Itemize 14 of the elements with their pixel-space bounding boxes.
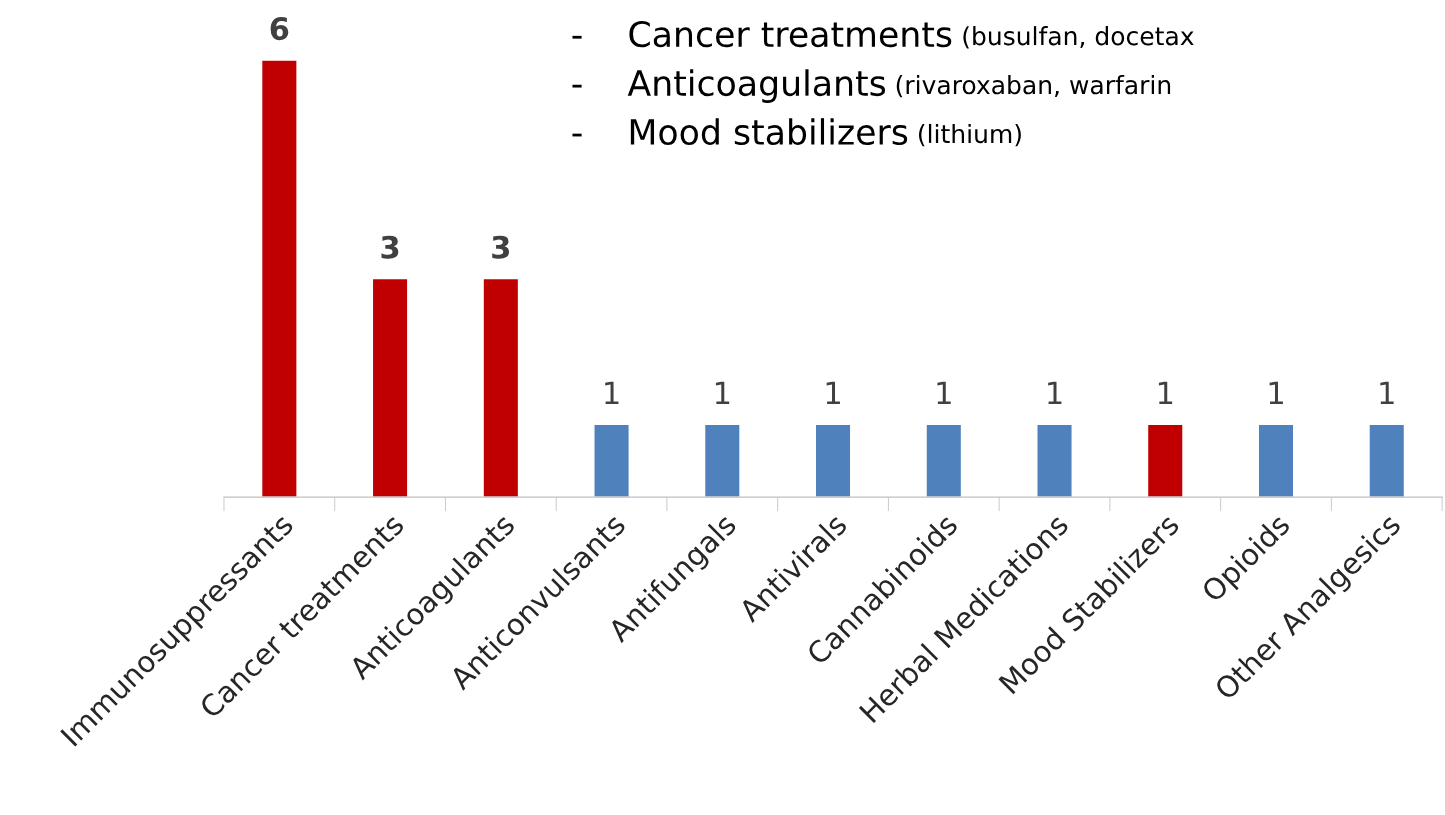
data-label: 1 [1380, 381, 1394, 405]
data-label: 1 [826, 381, 840, 405]
data-label: 1 [605, 381, 619, 405]
data-label: 1 [1269, 381, 1283, 405]
data-label: 6 [270, 17, 289, 41]
data-label: 3 [492, 235, 510, 259]
data-label: 1 [1158, 381, 1173, 405]
annotation: - Anticoagulants (rivaroxaban, warfarin [572, 69, 1171, 103]
data-label: 1 [1048, 381, 1062, 405]
annotation: - Mood stabilizers (lithium) [572, 118, 1021, 147]
data-label: 1 [715, 381, 730, 405]
data-label: 1 [937, 381, 951, 405]
data-label: 3 [381, 235, 399, 259]
text: - Cancer treatments (busulfan, docetax [572, 20, 1194, 49]
